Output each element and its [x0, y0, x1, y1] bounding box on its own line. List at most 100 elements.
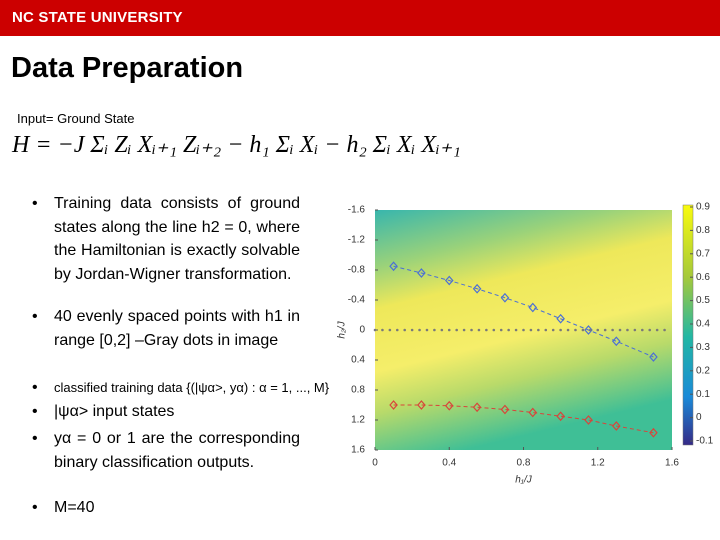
colorbar-tick-label: 0.6 [696, 272, 710, 283]
point [447, 328, 451, 332]
bullet-text: |ψα> input states [54, 403, 175, 420]
colorbar-tick-label: 0 [696, 412, 702, 423]
point [410, 328, 414, 332]
colorbar-tick-label: -0.1 [696, 436, 714, 447]
x-tick-label: 0 [372, 458, 378, 469]
y-tick-label: 0.8 [351, 385, 365, 396]
x-axis-label: h₁/J [515, 475, 532, 486]
point [472, 402, 482, 413]
point [528, 302, 538, 313]
bullet: • 40 evenly spaced points with h1 in rang… [32, 305, 300, 352]
x-tick-label: 1.2 [591, 458, 605, 469]
bullet-text: classified training data {(|ψα>, yα) : α… [54, 380, 330, 395]
point [417, 268, 426, 278]
bullet: • Training data consists of ground states… [32, 192, 300, 286]
bullet-text: M=40 [54, 499, 95, 516]
colorbar-tick-label: 0.2 [696, 365, 710, 376]
colorbar-tick-label: 0.9 [696, 202, 710, 213]
colorbar-tick-label: 0.1 [696, 389, 710, 400]
y-tick-label: -1.2 [348, 235, 366, 246]
point [433, 328, 436, 332]
colorbar-tick-label: 0.5 [696, 295, 710, 306]
point [507, 328, 510, 332]
bullet-text: yα = 0 or 1 are the corresponding binary… [54, 430, 300, 471]
y-tick-label: -0.8 [348, 265, 366, 276]
point [395, 328, 399, 332]
point [403, 328, 406, 332]
point [649, 427, 658, 438]
point [649, 352, 658, 362]
y-tick-label: 1.2 [351, 415, 365, 426]
point [381, 328, 384, 332]
colorbar-tick-label: 0.8 [696, 225, 710, 236]
point [529, 328, 533, 332]
point [556, 411, 565, 422]
point [388, 328, 392, 332]
point [485, 328, 488, 332]
point [492, 328, 496, 332]
point [566, 328, 570, 332]
header-bar: NC STATE UNIVERSITY [0, 0, 720, 36]
point [444, 400, 454, 411]
bullet: • yα = 0 or 1 are the corresponding binar… [32, 427, 300, 474]
colorbar-tick-label: 0.7 [696, 248, 710, 259]
point [522, 328, 525, 332]
point [444, 275, 454, 286]
subtitle: Input= Ground State [17, 111, 135, 126]
point [556, 313, 565, 324]
point [472, 283, 482, 294]
point [544, 328, 548, 332]
point [389, 261, 398, 272]
point [455, 328, 458, 332]
point [418, 328, 421, 332]
point [663, 328, 666, 332]
y-tick-label: 0.4 [351, 355, 365, 366]
point [612, 421, 621, 431]
point [612, 336, 621, 347]
point [500, 292, 510, 303]
point [633, 328, 637, 332]
y-tick-label: 0 [359, 325, 365, 336]
point [477, 328, 481, 332]
bullet: • M=40 [32, 496, 300, 520]
point [641, 328, 644, 332]
point [462, 328, 466, 332]
point [537, 328, 540, 332]
bullet-text: Training data consists of ground states … [54, 195, 300, 283]
point [514, 328, 518, 332]
point [618, 328, 622, 332]
point [528, 407, 538, 418]
equation: H = −J Σᵢ Zᵢ Xᵢ₊₁ Zᵢ₊₂ − h₁ Σᵢ Xᵢ − h₂ Σ… [12, 132, 461, 158]
point [603, 328, 607, 332]
point [373, 328, 377, 332]
bullet: • classified training data {(|ψα>, yα) : … [32, 376, 352, 400]
point [626, 328, 629, 332]
brand: NC STATE UNIVERSITY [12, 9, 183, 26]
y-tick-label: -0.4 [348, 295, 366, 306]
slide-title: Data Preparation [11, 52, 244, 84]
point [574, 328, 577, 332]
point [584, 415, 593, 425]
bullet: • |ψα> input states [32, 400, 300, 424]
colorbar-tick-label: 0.4 [696, 319, 710, 330]
point [389, 400, 398, 410]
point [655, 328, 659, 332]
y-tick-label: -1.6 [348, 205, 366, 216]
point [611, 328, 614, 332]
y-tick-label: 1.6 [351, 445, 365, 456]
point [559, 328, 562, 332]
point [499, 328, 503, 332]
colorbar [682, 204, 694, 446]
point [425, 328, 429, 332]
point [596, 328, 600, 332]
point [470, 328, 473, 332]
y-axis-label: h₂/J [337, 320, 348, 338]
bullet-text: 40 evenly spaced points with h1 in range… [54, 308, 300, 349]
series-line [393, 265, 654, 358]
chart: 0 0.4 0.8 1.2 1.6 -1.6 -1.2 -0.8 -0.4 0 0.4 0.8 1.2 1… [337, 202, 714, 486]
colorbar-tick-label: 0.3 [696, 342, 710, 353]
x-tick-label: 0.4 [442, 458, 456, 469]
point [581, 328, 585, 332]
point [440, 328, 444, 332]
